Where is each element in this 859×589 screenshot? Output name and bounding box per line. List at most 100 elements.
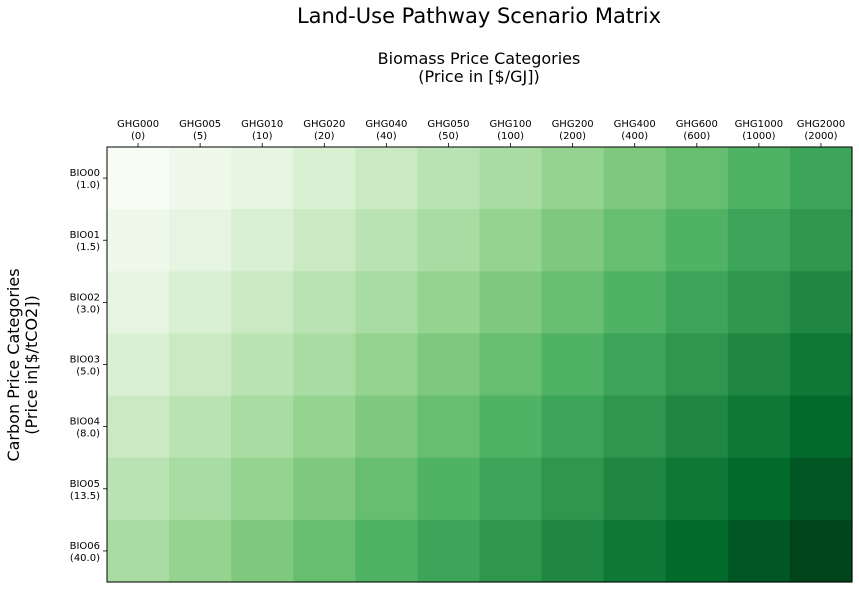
x-tick-value: (40) xyxy=(376,131,397,142)
heatmap-cell xyxy=(355,271,419,335)
heatmap-cell xyxy=(789,395,853,459)
heatmap-cell xyxy=(417,147,481,210)
x-axis-label-line-1: Biomass Price Categories xyxy=(378,49,581,68)
heatmap-cell xyxy=(541,209,605,272)
x-tick-value: (2000) xyxy=(804,131,837,142)
heatmap-cell xyxy=(541,395,605,459)
heatmap-cell xyxy=(789,271,853,335)
heatmap-cell xyxy=(169,147,232,210)
plot-frame xyxy=(106,146,853,583)
x-tick-label: GHG000 xyxy=(117,119,159,130)
heatmap-cell xyxy=(293,519,356,583)
x-tick-label: GHG200 xyxy=(552,119,594,130)
heatmap-cell xyxy=(603,271,667,335)
heatmap-cell xyxy=(603,147,667,210)
x-tick-label: GHG005 xyxy=(179,119,221,130)
y-tick-value: (8.0) xyxy=(76,429,100,440)
heatmap-cell xyxy=(665,457,729,521)
heatmap-cell xyxy=(603,395,667,459)
x-tick-value: (100) xyxy=(497,131,524,142)
heatmap-cell xyxy=(665,209,729,272)
y-tick-label: BIO00 xyxy=(70,168,100,179)
x-tick-label: GHG020 xyxy=(303,119,345,130)
heatmap-cell xyxy=(479,457,543,521)
heatmap-cell xyxy=(231,271,294,335)
heatmap-cell xyxy=(293,147,356,210)
heatmap-cell xyxy=(293,395,356,459)
heatmap-cell xyxy=(169,209,232,272)
x-tick-label: GHG040 xyxy=(365,119,407,130)
heatmap-cell xyxy=(541,457,605,521)
heatmap-cell xyxy=(355,457,419,521)
heatmap-cell xyxy=(479,271,543,335)
x-tick-value: (50) xyxy=(438,131,459,142)
y-tick-labels: BIO00(1.0) BIO01(1.5) BIO02(3.0) BIO03(5.0)… xyxy=(70,168,107,564)
heatmap-cell xyxy=(417,519,481,583)
x-tick-value: (10) xyxy=(252,131,273,142)
heatmap-cell xyxy=(169,271,232,335)
y-tick-value: (1.0) xyxy=(76,180,100,191)
x-tick-label: GHG1000 xyxy=(735,119,783,130)
y-axis-label-line-1: Carbon Price Categories xyxy=(4,268,23,461)
chart-title: Land-Use Pathway Scenario Matrix xyxy=(297,4,661,28)
heatmap-cell xyxy=(107,395,170,459)
heatmap-cell xyxy=(603,519,667,583)
x-tick-label: GHG010 xyxy=(241,119,283,130)
heatmap-cells xyxy=(107,147,853,583)
y-tick-label: BIO01 xyxy=(70,230,100,241)
heatmap-cell xyxy=(231,209,294,272)
x-tick-value: (1000) xyxy=(742,131,775,142)
heatmap-cell xyxy=(541,519,605,583)
heatmap-cell xyxy=(727,519,791,583)
heatmap-cell xyxy=(727,333,791,397)
heatmap-cell xyxy=(355,209,419,272)
heatmap-cell xyxy=(107,457,170,521)
y-tick-value: (40.0) xyxy=(70,553,100,564)
heatmap-cell xyxy=(355,519,419,583)
heatmap-cell xyxy=(479,209,543,272)
heatmap-cell xyxy=(231,147,294,210)
x-tick-value: (20) xyxy=(314,131,335,142)
heatmap-cell xyxy=(293,271,356,335)
x-tick-label: GHG100 xyxy=(489,119,531,130)
x-tick-label: GHG400 xyxy=(614,119,656,130)
heatmap-cell xyxy=(727,271,791,335)
y-tick-value: (1.5) xyxy=(76,242,100,253)
heatmap-cell xyxy=(169,457,232,521)
heatmap-cell xyxy=(603,209,667,272)
heatmap-cell xyxy=(479,333,543,397)
heatmap-cell xyxy=(603,457,667,521)
heatmap-cell xyxy=(107,333,170,397)
heatmap-cell xyxy=(293,209,356,272)
x-tick-label: GHG2000 xyxy=(797,119,845,130)
x-tick-value: (0) xyxy=(131,131,145,142)
heatmap-cell xyxy=(665,271,729,335)
heatmap-cell xyxy=(479,147,543,210)
heatmap-cell xyxy=(169,333,232,397)
heatmap-cell xyxy=(541,147,605,210)
x-tick-value: (200) xyxy=(559,131,586,142)
heatmap-cell xyxy=(417,271,481,335)
y-tick-value: (13.5) xyxy=(70,491,100,502)
heatmap-cell xyxy=(727,147,791,210)
heatmap-cell xyxy=(231,333,294,397)
x-tick-label: GHG600 xyxy=(676,119,718,130)
heatmap-cell xyxy=(727,395,791,459)
x-tick-labels: GHG000(0) GHG005(5) GHG010(10) GHG020(20) GH… xyxy=(117,119,845,147)
x-tick-value: (400) xyxy=(621,131,648,142)
y-tick-label: BIO06 xyxy=(70,541,100,552)
heatmap-cell xyxy=(107,519,170,583)
heatmap-cell xyxy=(417,457,481,521)
heatmap-cell xyxy=(789,457,853,521)
x-tick-label: GHG050 xyxy=(427,119,469,130)
y-axis-label-line-2: (Price in[$/tCO2]) xyxy=(22,295,41,434)
heatmap-cell xyxy=(231,519,294,583)
heatmap-cell xyxy=(603,333,667,397)
heatmap-cell xyxy=(665,519,729,583)
heatmap-cell xyxy=(107,147,170,210)
heatmap-cell xyxy=(665,395,729,459)
heatmap-cell xyxy=(293,333,356,397)
y-tick-label: BIO05 xyxy=(70,479,100,490)
heatmap-cell xyxy=(665,333,729,397)
heatmap-cell xyxy=(665,147,729,210)
